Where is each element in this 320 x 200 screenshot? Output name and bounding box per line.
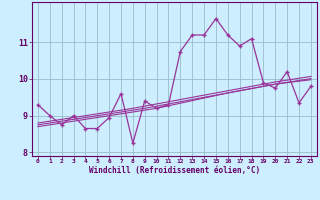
X-axis label: Windchill (Refroidissement éolien,°C): Windchill (Refroidissement éolien,°C) xyxy=(89,166,260,175)
